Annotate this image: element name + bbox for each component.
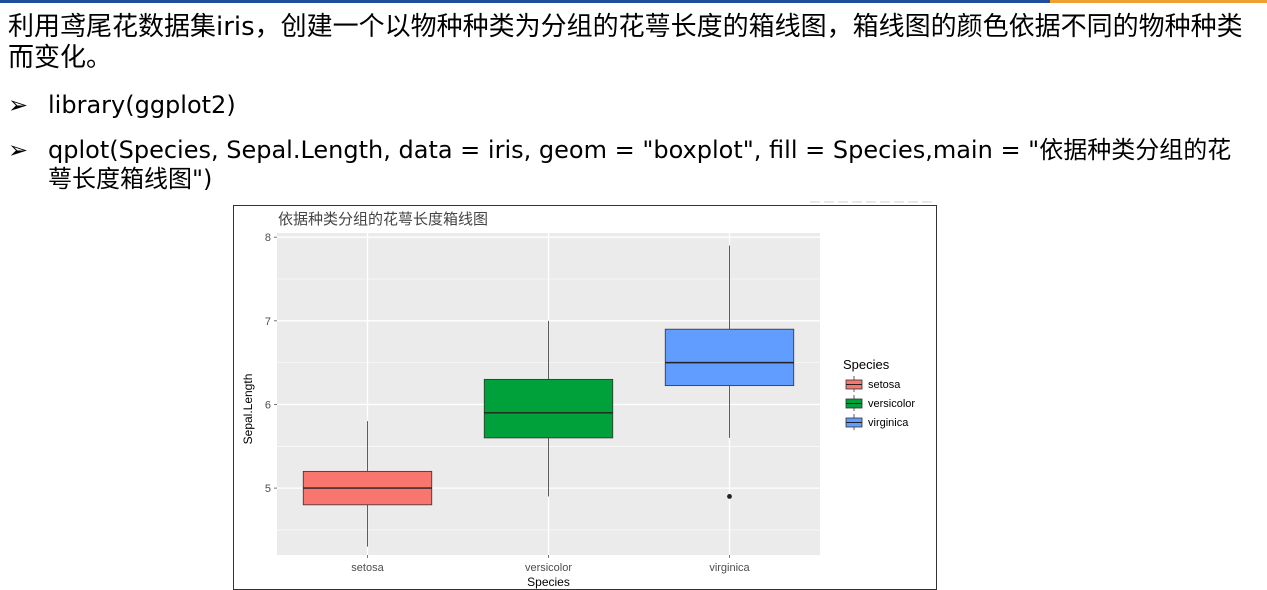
legend-title: Species	[843, 357, 890, 372]
legend-label: setosa	[868, 379, 901, 391]
y-tick-label: 6	[265, 399, 271, 411]
faint-decoration	[810, 201, 936, 203]
arrow-bullet-icon: ➢	[8, 91, 29, 119]
bullet-code-text: library(ggplot2)	[48, 91, 236, 119]
x-tick-label: setosa	[351, 562, 384, 574]
box-setosa	[302, 421, 433, 547]
chart-title: 依据种类分组的花萼长度箱线图	[278, 210, 488, 228]
x-tick-label: versicolor	[525, 562, 572, 574]
box-body	[483, 378, 614, 439]
bullet-code-text: qplot(Species, Sepal.Length, data = iris…	[48, 136, 1232, 193]
boxes-layer	[302, 245, 795, 547]
top-accent-bar-orange	[1050, 0, 1267, 3]
box-body	[664, 328, 795, 387]
chart-canvas: 依据种类分组的花萼长度箱线图 5 6 7 8 setosa versicolor virg…	[241, 210, 915, 589]
y-tick-label: 8	[265, 232, 271, 244]
y-axis-label: Sepal.Length	[241, 374, 255, 445]
y-tick-label: 5	[265, 483, 271, 495]
x-tick-label: virginica	[709, 562, 750, 574]
top-accent-bar-blue	[0, 0, 1050, 3]
legend-label: versicolor	[868, 398, 915, 410]
x-axis: setosa versicolor virginica	[351, 555, 751, 574]
y-axis: 5 6 7 8	[265, 232, 277, 495]
box-virginica	[664, 245, 795, 499]
arrow-bullet-icon: ➢	[8, 136, 29, 164]
x-axis-label: Species	[527, 575, 570, 589]
legend: Species setosa versicolor virginica	[843, 357, 915, 430]
box-versicolor	[483, 320, 614, 497]
outlier-point	[727, 494, 732, 499]
y-tick-label: 7	[265, 316, 271, 328]
slide-intro-text: 利用鸢尾花数据集iris，创建一个以物种种类为分组的花萼长度的箱线图，箱线图的颜…	[8, 12, 1243, 73]
boxplot-chart: 依据种类分组的花萼长度箱线图 5 6 7 8 setosa versicolor virg…	[233, 205, 937, 590]
legend-label: virginica	[868, 417, 909, 429]
